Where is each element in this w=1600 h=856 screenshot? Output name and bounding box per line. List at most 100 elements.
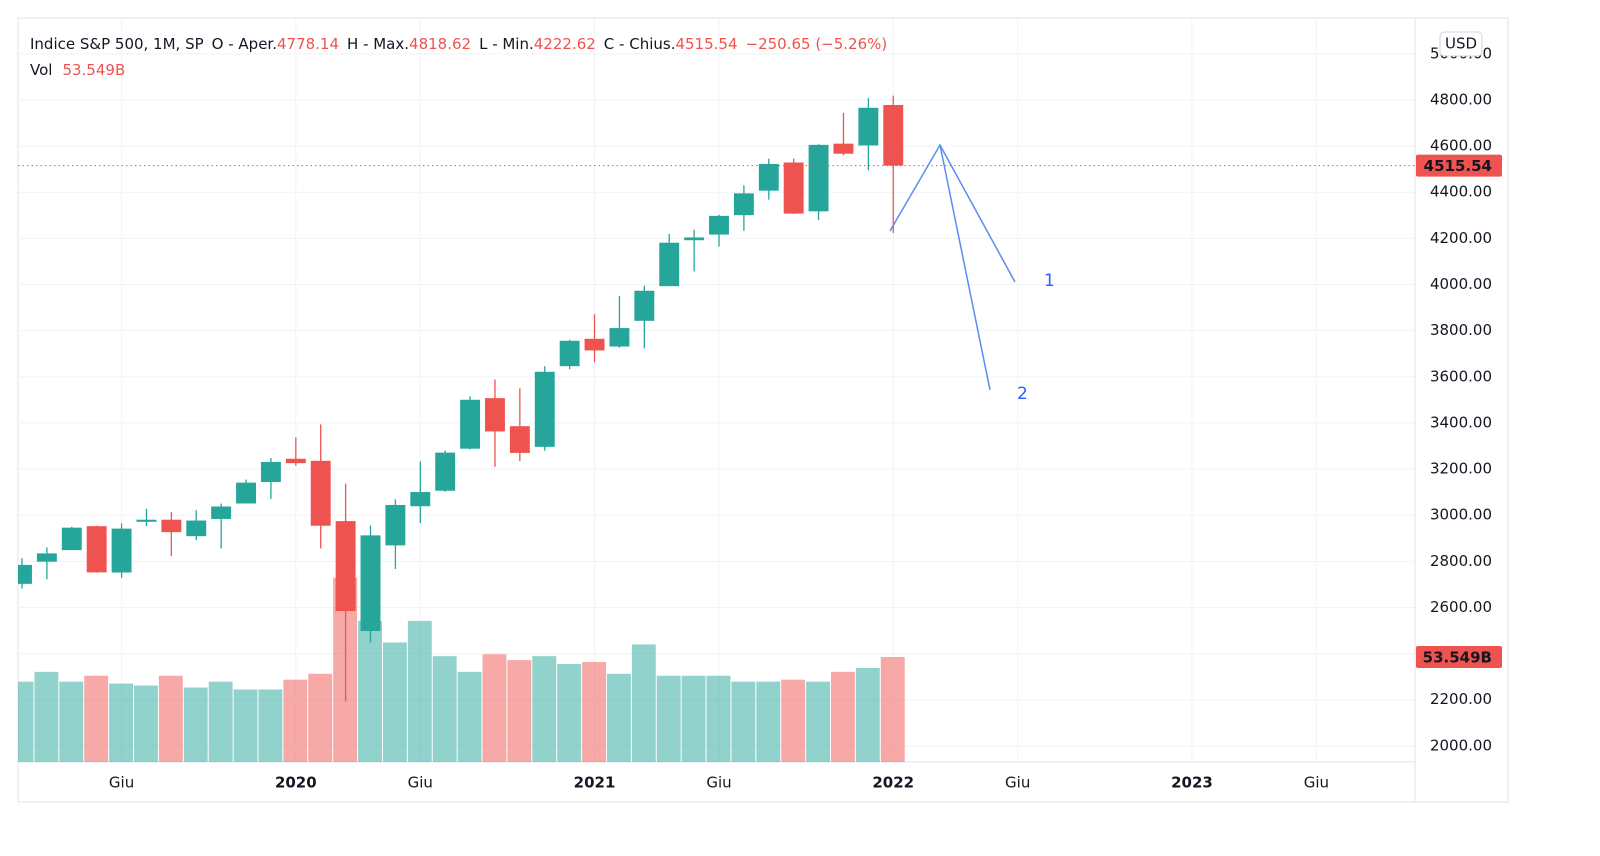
x-tick-label: 2022 — [872, 774, 914, 792]
candle-body — [61, 527, 82, 551]
candle-body — [211, 506, 232, 519]
candle-body — [111, 528, 132, 573]
volume-bar — [407, 620, 432, 762]
volume-bar — [681, 675, 706, 762]
candle-body — [18, 564, 32, 584]
y-tick-label: 2800.00 — [1430, 552, 1492, 570]
volume-value: 53.549B — [62, 61, 125, 79]
x-tick-label: 2023 — [1171, 774, 1213, 792]
y-tick-label: 4400.00 — [1430, 183, 1492, 201]
candle-body — [758, 163, 779, 191]
x-tick-label: Giu — [408, 774, 433, 792]
y-tick-label: 3600.00 — [1430, 367, 1492, 385]
volume-bar — [59, 681, 84, 762]
annotation: 2 — [1017, 384, 1028, 404]
volume-header: Vol 53.549B — [30, 61, 125, 79]
drawing: 1 2 — [889, 143, 1055, 404]
x-tick-label: Giu — [1005, 774, 1030, 792]
volume-bar — [208, 681, 233, 762]
candle-body — [709, 215, 729, 235]
candle-body — [584, 338, 605, 351]
volume-bar — [831, 671, 855, 762]
volume-bar — [382, 642, 407, 762]
y-tick-label: 4000.00 — [1430, 275, 1492, 293]
y-tick-label: 3000.00 — [1430, 506, 1492, 524]
change-label: −250.65 (−5.26%) — [746, 35, 888, 53]
projection-line — [939, 144, 991, 391]
axes: 2000.002200.002400.002600.002800.003000.… — [109, 31, 1502, 792]
volume-bar — [432, 656, 457, 762]
y-tick-label: 2600.00 — [1430, 598, 1492, 616]
volume-bar — [358, 620, 382, 762]
candle-body — [559, 340, 580, 367]
candle-body — [285, 458, 306, 464]
candle-body — [260, 461, 281, 482]
x-tick-label: 2021 — [574, 774, 616, 792]
volume-bar — [457, 671, 482, 762]
volume-bar — [731, 681, 756, 762]
volume-bar — [806, 681, 831, 762]
y-tick-label: 2000.00 — [1430, 736, 1492, 754]
volume-bar — [855, 667, 880, 762]
volume-bar — [631, 644, 656, 762]
volume-bar — [706, 675, 731, 762]
candle-body — [360, 535, 381, 631]
volume-bar — [756, 681, 781, 762]
candle-body — [86, 526, 107, 573]
candle-body — [733, 193, 754, 216]
ohlc-label: O - Aper. — [212, 35, 277, 53]
candle-body — [634, 290, 655, 321]
candle-body — [310, 460, 331, 526]
y-tick-label: 2200.00 — [1430, 690, 1492, 708]
x-tick-label: 2020 — [275, 774, 317, 792]
candle-body — [236, 482, 256, 504]
x-tick-label: Giu — [109, 774, 134, 792]
volume-bar — [507, 660, 532, 762]
candle-body — [883, 105, 904, 166]
candle-body — [509, 426, 530, 453]
volume-bar — [482, 654, 507, 762]
volume-name: Vol — [30, 61, 52, 79]
candle-body — [385, 504, 406, 546]
candle-body — [659, 242, 680, 287]
volume-badge-label: 53.549B — [1423, 649, 1492, 667]
volume-bar — [183, 687, 208, 762]
volume-bar — [158, 675, 183, 762]
ohlc-label: H - Max. — [347, 35, 409, 53]
candle-body — [684, 237, 705, 241]
candle-body — [609, 328, 630, 347]
legend-header: Indice S&P 500, 1M, SP O - Aper.4778.14 H … — [30, 35, 887, 53]
volume-bar — [84, 675, 109, 762]
candle-body — [136, 519, 157, 522]
candle-body — [335, 521, 356, 612]
volume-bar — [18, 681, 34, 762]
volume-badge — [1416, 646, 1502, 669]
candle-body — [435, 452, 456, 491]
candle-body — [410, 492, 431, 507]
candle-body — [534, 371, 555, 447]
volume-bar — [134, 685, 158, 762]
volume-bar — [606, 673, 631, 762]
y-tick-label: 4200.00 — [1430, 229, 1492, 247]
y-tick-label: 4800.00 — [1430, 90, 1492, 108]
candle-body — [161, 519, 182, 533]
volume-bar — [233, 689, 258, 762]
volume-bar — [258, 689, 283, 762]
annotation: 1 — [1044, 271, 1055, 291]
volume-bar — [557, 664, 582, 762]
ohlc-value: 4818.62 — [409, 35, 471, 53]
candle-body — [485, 398, 505, 432]
candles — [18, 95, 1415, 702]
currency-box — [1439, 31, 1483, 57]
volume-bar — [109, 683, 134, 762]
y-tick-label: 3400.00 — [1430, 413, 1492, 431]
volume-bar — [582, 662, 606, 762]
ohlc-label: L - Min. — [479, 35, 534, 53]
y-tick-label: 4600.00 — [1430, 137, 1492, 155]
candle-body — [36, 553, 57, 562]
candle-body — [833, 143, 854, 154]
price-badge — [1416, 154, 1502, 177]
chart-frame — [17, 17, 1509, 803]
volume-bar — [308, 673, 333, 762]
